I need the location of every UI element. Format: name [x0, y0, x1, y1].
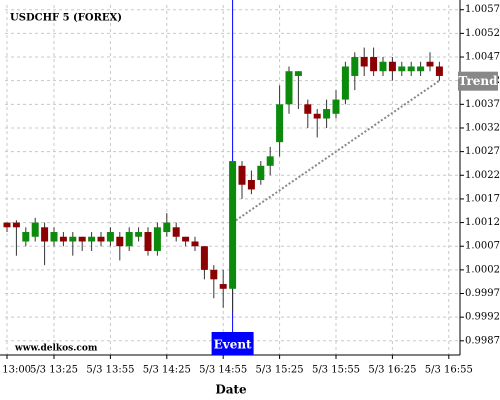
candle-body	[219, 284, 227, 289]
candle-body	[247, 180, 255, 190]
candle-body	[388, 61, 396, 72]
candle-body	[360, 57, 368, 67]
y-tick-label: 1.0012	[465, 217, 500, 228]
candle-body	[153, 227, 161, 251]
candle-body	[116, 236, 124, 247]
candle-body	[323, 109, 331, 119]
y-tick-label: 1.0022	[465, 170, 500, 181]
candle-body	[172, 227, 180, 237]
candle-body	[229, 161, 237, 289]
x-tick-label: 5/3 14:25	[143, 365, 191, 376]
candle-body	[97, 236, 105, 242]
watermark: www.delkos.com	[14, 344, 98, 354]
candle-body	[191, 241, 199, 247]
candle-body	[163, 222, 171, 233]
candle-body	[332, 99, 340, 114]
trend-label-box	[458, 71, 498, 91]
y-tick-label: 1.0027	[465, 146, 500, 157]
trend-line	[232, 79, 440, 224]
candle-body	[351, 57, 359, 76]
candle-body	[182, 236, 190, 242]
candle-body	[22, 232, 30, 242]
candle-body	[276, 104, 284, 143]
trend-label: Trend	[458, 74, 498, 88]
candle-body	[426, 61, 434, 67]
candle-body	[210, 269, 218, 280]
candle-body	[285, 71, 293, 105]
y-tick-label: 1.0032	[465, 122, 500, 133]
candle-body	[370, 57, 378, 72]
candle-body	[313, 113, 321, 119]
candle-body	[304, 104, 312, 114]
y-tick-label: 1.0047	[465, 52, 500, 63]
y-tick-label: 1.0057	[465, 4, 500, 15]
event-label-box	[211, 332, 254, 355]
candle-body	[135, 232, 143, 237]
y-tick-label: 1.0007	[465, 241, 500, 252]
candle-body	[12, 222, 20, 228]
y-tick-label: 0.9997	[465, 288, 500, 299]
candle-body	[59, 236, 67, 242]
x-tick-label: 5/3 15:55	[312, 365, 360, 376]
candle-body	[144, 232, 152, 251]
candle-body	[88, 236, 96, 242]
x-tick-label: 5/3 13:25	[30, 365, 78, 376]
candle-body	[3, 222, 11, 228]
x-tick-label: 5/3 13:55	[86, 365, 134, 376]
x-tick-label: 5/3 16:25	[368, 365, 416, 376]
grid	[5, 5, 460, 355]
event-label: Event	[214, 338, 252, 352]
chart-title: USDCHF 5 (FOREX)	[10, 13, 122, 24]
y-tick-label: 1.0002	[465, 264, 500, 275]
candle-body	[125, 232, 133, 247]
candle-body	[398, 66, 406, 72]
candle-body	[238, 165, 246, 185]
y-tick-label: 1.0052	[465, 28, 500, 39]
x-tick-label: 5/3 14:55	[199, 365, 247, 376]
candle-body	[379, 61, 387, 72]
candle-body	[257, 165, 265, 180]
candle-body	[266, 156, 274, 166]
candle-body	[435, 66, 443, 76]
candle-body	[200, 246, 208, 270]
candle-body	[31, 222, 39, 237]
candle-body	[78, 236, 86, 242]
x-tick-label: 5/3 16:55	[425, 365, 473, 376]
candle-body	[417, 66, 425, 72]
candle-body	[69, 236, 77, 242]
candle-body	[41, 227, 49, 242]
x-tick-label: 5/3 15:25	[256, 365, 304, 376]
x-axis-label: Date	[215, 383, 247, 397]
candle-body	[341, 66, 349, 100]
x-tick-label: 5/3 13:00	[0, 365, 31, 376]
candle-body	[106, 232, 114, 242]
candle-body	[407, 66, 415, 72]
candle-body	[294, 71, 302, 76]
y-tick-label: 1.0017	[465, 193, 500, 204]
y-tick-label: 0.9992	[465, 312, 500, 323]
y-tick-label: 1.0037	[465, 99, 500, 110]
candle-body	[50, 232, 58, 242]
y-tick-label: 0.9987	[465, 335, 500, 346]
